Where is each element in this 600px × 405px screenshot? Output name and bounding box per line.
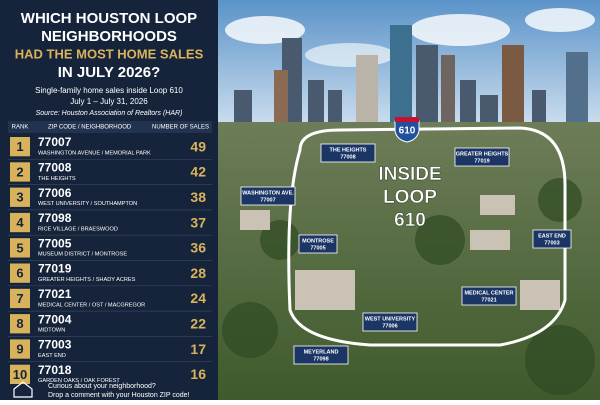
title-line: NEIGHBORHOODS xyxy=(41,28,177,45)
zip: 77008 xyxy=(38,160,72,174)
map-label-name: MEDICAL CENTER xyxy=(464,290,513,296)
title-line: WHICH HOUSTON LOOP xyxy=(21,10,197,27)
column-header: RANK xyxy=(12,125,29,131)
left-panel xyxy=(0,0,218,400)
sales: 49 xyxy=(190,138,206,154)
column-header: NUMBER OF SALES xyxy=(152,125,209,131)
neighborhood: EAST END xyxy=(38,353,66,359)
sales: 24 xyxy=(190,290,206,306)
rank: 8 xyxy=(16,316,23,331)
neighborhood: GREATER HEIGHTS / SHADY ACRES xyxy=(38,277,136,283)
map-label-zip: 77021 xyxy=(481,297,496,303)
rank: 10 xyxy=(13,367,27,382)
map-label-bg xyxy=(461,286,517,306)
rank-box xyxy=(10,212,30,233)
map-label-name: WASHINGTON AVE. xyxy=(242,190,294,196)
neighborhood: MEDICAL CENTER / OST / MACGREGOR xyxy=(38,302,145,308)
footer-line: Drop a comment with your Houston ZIP cod… xyxy=(48,392,190,399)
neighborhood: MUSEUM DISTRICT / MONTROSE xyxy=(38,252,127,258)
rank: 1 xyxy=(16,139,23,154)
map-label-bg xyxy=(293,345,349,365)
title-line: HAD THE MOST HOME SALES xyxy=(15,46,204,61)
zip: 77018 xyxy=(38,363,72,377)
map-label-name: WEST UNIVERSITY xyxy=(365,316,416,322)
rank-box xyxy=(10,314,30,334)
sales: 37 xyxy=(190,214,206,230)
sales: 22 xyxy=(190,315,206,331)
loop-center: LOOP xyxy=(383,187,437,208)
column-header: ZIP CODE / NEIGHBORHOOD xyxy=(48,125,132,131)
map-label-bg xyxy=(240,186,296,206)
map-label-zip: 77006 xyxy=(382,323,397,329)
zip: 77006 xyxy=(38,186,72,200)
zip: 77007 xyxy=(38,135,72,149)
map-label-name: EAST END xyxy=(538,233,566,239)
rank-box xyxy=(10,162,30,182)
map-label-zip: 77098 xyxy=(313,356,328,362)
zip: 77019 xyxy=(38,262,72,276)
map-label-name: GREATER HEIGHTS xyxy=(456,151,509,157)
title-line: IN JULY 2026? xyxy=(58,64,161,81)
table-header-bg xyxy=(8,121,212,133)
shield-number: 610 xyxy=(399,126,416,137)
photo xyxy=(218,0,600,400)
zip: 77003 xyxy=(38,338,72,352)
map-label-zip: 77003 xyxy=(544,240,559,246)
rank-box xyxy=(10,263,30,283)
zip: 77021 xyxy=(38,287,72,301)
map-label-bg xyxy=(320,143,376,163)
zip: 77098 xyxy=(38,211,72,225)
rank-box xyxy=(10,339,30,359)
map-label-zip: 77008 xyxy=(340,154,355,160)
zip: 77005 xyxy=(38,236,72,250)
neighborhood: RICE VILLAGE / BRAESWOOD xyxy=(38,226,118,232)
map-label-zip: 77007 xyxy=(260,197,275,203)
loop-center: INSIDE xyxy=(378,164,441,185)
house-icon xyxy=(13,381,33,398)
neighborhood: THE HEIGHTS xyxy=(38,176,76,182)
rank-box xyxy=(10,187,30,207)
rank: 9 xyxy=(16,341,23,356)
rank-box xyxy=(10,137,30,157)
source: Source: Houston Association of Realtors … xyxy=(36,110,183,117)
footer-line: Curious about your neighborhood? xyxy=(48,383,156,390)
neighborhood: MIDTOWN xyxy=(38,328,65,334)
neighborhood: WEST UNIVERSITY / SOUTHAMPTON xyxy=(38,201,137,207)
map-label-zip: 77005 xyxy=(310,245,325,251)
map-label-bg xyxy=(454,147,510,167)
subtitle: Single-family home sales inside Loop 610 xyxy=(35,86,183,95)
rank: 5 xyxy=(16,240,23,255)
rank-box xyxy=(10,288,30,309)
rank: 3 xyxy=(16,190,23,205)
neighborhood: GARDEN OAKS / OAK FOREST xyxy=(38,378,120,384)
sales: 42 xyxy=(190,164,206,180)
rank-box xyxy=(10,238,30,258)
sales: 17 xyxy=(190,341,206,357)
map-label-name: MEYERLAND xyxy=(304,349,339,355)
rank: 4 xyxy=(16,215,24,230)
neighborhood: WASHINGTON AVENUE / MEMORIAL PARK xyxy=(38,150,151,156)
rank: 6 xyxy=(16,266,23,281)
map-label-bg xyxy=(362,312,418,332)
map-label-bg xyxy=(532,229,572,249)
zip: 77004 xyxy=(38,312,72,326)
sales: 16 xyxy=(190,366,206,382)
dates: July 1 – July 31, 2026 xyxy=(70,97,148,106)
rank: 7 xyxy=(16,291,23,306)
map-label-bg xyxy=(298,234,338,254)
sales: 36 xyxy=(190,240,206,256)
loop-center: 610 xyxy=(394,210,426,231)
map-label-name: THE HEIGHTS xyxy=(330,147,367,153)
map-label-zip: 77019 xyxy=(474,158,489,164)
sales: 28 xyxy=(190,265,206,281)
rank-box xyxy=(10,364,30,384)
map-label-name: MONTROSE xyxy=(302,238,334,244)
sales: 38 xyxy=(190,189,206,205)
rank: 2 xyxy=(16,164,23,179)
